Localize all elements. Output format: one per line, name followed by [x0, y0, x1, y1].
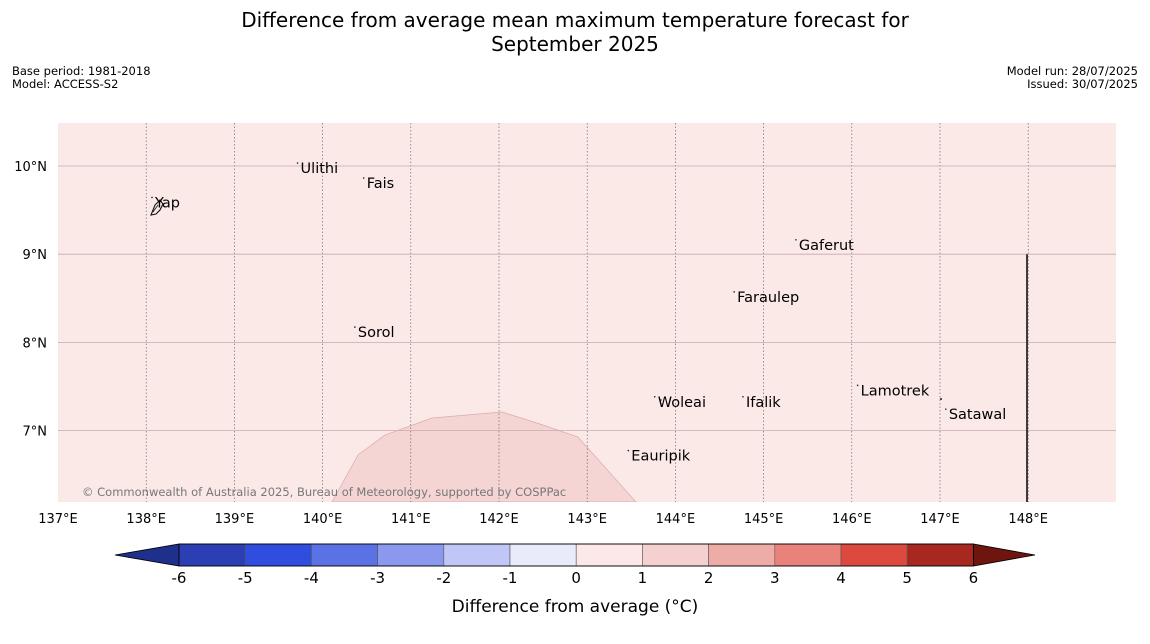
- yap-island-shape: [150, 199, 164, 216]
- colorbar-tick-label: -6: [172, 569, 187, 587]
- colorbar-segment: [377, 543, 445, 567]
- place-label: Satawal: [949, 407, 1006, 423]
- colorbar-segment: [509, 543, 577, 567]
- chart-title: Difference from average mean maximum tem…: [0, 8, 1150, 56]
- colorbar-segment: [178, 543, 246, 567]
- colorbar-frame: [178, 543, 974, 567]
- place-dot: [733, 291, 735, 293]
- anomaly-region: [331, 411, 637, 502]
- colorbar-tick-label: 3: [770, 569, 780, 587]
- lon-tick-label: 145°E: [744, 512, 784, 527]
- colorbar-tick-label: 0: [571, 569, 581, 587]
- lon-tick-label: 140°E: [303, 512, 343, 527]
- colorbar-extend-low: [114, 543, 180, 567]
- title-line-2: September 2025: [491, 32, 659, 56]
- colorbar-label: Difference from average (°C): [452, 597, 699, 617]
- meta-left: Base period: 1981-2018 Model: ACCESS-S2: [12, 65, 151, 91]
- colorbar-tick-label: 2: [704, 569, 714, 587]
- copyright-text: © Commonwealth of Australia 2025, Bureau…: [82, 485, 566, 499]
- place-label: Ifalik: [746, 395, 781, 411]
- colorbar-extend-high: [973, 543, 1036, 567]
- place-dot: [856, 384, 859, 387]
- colorbar-segment: [642, 543, 709, 567]
- colorbar-segment: [311, 543, 378, 567]
- place-label: Ulithi: [301, 161, 339, 177]
- place-label: Gaferut: [799, 238, 854, 254]
- model-name: Model: ACCESS-S2: [12, 77, 119, 91]
- colorbar-segment: [906, 543, 974, 567]
- colorbar-segment: [708, 543, 776, 567]
- place-label: Woleai: [658, 395, 706, 411]
- colorbar-segment: [244, 543, 312, 567]
- place-dot: [151, 196, 153, 199]
- lon-tick-label: 141°E: [391, 512, 431, 527]
- place-label: Eauripik: [631, 449, 690, 465]
- place-dot: [660, 399, 662, 401]
- place-dot: [742, 395, 744, 398]
- lat-tick-label: 8°N: [23, 336, 48, 351]
- colorbar-tick-label: 5: [902, 569, 912, 587]
- colorbar-tick-label: -4: [304, 569, 319, 587]
- map-content: Ulithi Fais Yap Gaferut Faraulep Sorol Lamotre…: [58, 123, 1116, 502]
- place-dot: [653, 395, 656, 398]
- place-label: Sorol: [358, 325, 395, 341]
- lon-tick-label: 142°E: [479, 512, 519, 527]
- colorbar-segment: [774, 543, 842, 567]
- place-label: Fais: [367, 176, 394, 192]
- place-dot: [296, 162, 299, 164]
- colorbar-segment: [840, 543, 908, 567]
- lon-tick-label: 147°E: [920, 512, 960, 527]
- lon-tick-label: 146°E: [832, 512, 872, 527]
- lat-tick-label: 7°N: [23, 425, 48, 440]
- lon-tick-label: 143°E: [567, 512, 607, 527]
- place-dot: [795, 238, 797, 241]
- model-run: Model run: 28/07/2025: [1006, 64, 1138, 78]
- title-line-1: Difference from average mean maximum tem…: [241, 8, 909, 32]
- colorbar-tick-label: -1: [503, 569, 518, 587]
- place-dot: [940, 398, 942, 400]
- place-dot: [354, 326, 356, 328]
- colorbar-tick-label: -3: [370, 569, 385, 587]
- colorbar-tick-label: 4: [836, 569, 846, 587]
- base-period: Base period: 1981-2018: [12, 64, 151, 78]
- place-label: Faraulep: [737, 290, 799, 306]
- place-label: Lamotrek: [861, 383, 930, 399]
- colorbar-tick-label: -5: [238, 569, 253, 587]
- issued-date: Issued: 30/07/2025: [1027, 77, 1138, 91]
- lon-tick-label: 137°E: [38, 512, 78, 527]
- lon-tick-label: 138°E: [126, 512, 166, 527]
- lon-tick-label: 144°E: [656, 512, 696, 527]
- colorbar-tick-label: 1: [638, 569, 648, 587]
- colorbar-segment: [443, 543, 511, 567]
- place-dot: [627, 449, 630, 452]
- lat-tick-label: 9°N: [23, 248, 48, 263]
- yap-island-detail: [152, 204, 159, 213]
- lon-tick-label: 139°E: [215, 512, 255, 527]
- lat-tick-label: 10°N: [14, 160, 47, 175]
- colorbar-tick-label: -2: [436, 569, 451, 587]
- place-dot: [362, 177, 365, 179]
- meta-right: Model run: 28/07/2025 Issued: 30/07/2025: [1007, 65, 1138, 91]
- lon-tick-label: 148°E: [1008, 512, 1048, 527]
- colorbar-tick-label: 6: [969, 569, 979, 587]
- place-label: Yap: [154, 195, 180, 211]
- place-dot: [945, 408, 947, 410]
- colorbar-segment: [575, 543, 643, 567]
